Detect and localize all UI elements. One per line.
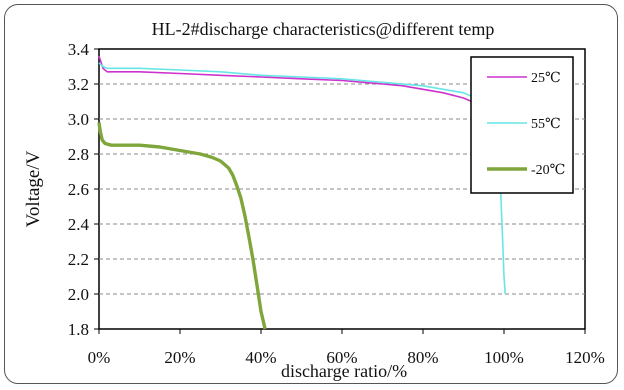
x-tick-label: 100% <box>484 348 524 367</box>
y-tick-label: 2.6 <box>68 180 89 199</box>
legend-label: -20℃ <box>531 163 565 178</box>
y-tick-label: 2.2 <box>68 250 89 269</box>
x-tick-label: 60% <box>326 348 357 367</box>
x-axis-ticks: 0% 20% 40% 60% 80% 100% 120% <box>88 329 605 367</box>
y-tick-label: 2.0 <box>68 285 89 304</box>
series-line <box>97 122 267 330</box>
legend: 25℃ 55℃ -20℃ <box>470 56 574 194</box>
legend-label: 55℃ <box>531 117 561 132</box>
series-line <box>98 55 472 103</box>
gridlines <box>99 83 585 295</box>
y-tick-label: 3.4 <box>68 40 90 59</box>
x-tick-label: 0% <box>88 348 111 367</box>
y-tick-label: 1.8 <box>68 320 89 339</box>
y-tick-label: 3.2 <box>68 75 89 94</box>
x-tick-label: 80% <box>407 348 438 367</box>
x-tick-label: 120% <box>565 348 605 367</box>
line-chart: HL-2#discharge characteristics@different… <box>23 19 605 381</box>
x-axis-label: discharge ratio/% <box>281 361 407 381</box>
y-axis-ticks: 1.8 2.0 2.2 2.4 2.6 2.8 3.0 3.2 3.4 <box>68 40 99 339</box>
chart-title: HL-2#discharge characteristics@different… <box>152 19 495 39</box>
legend-label: 25℃ <box>531 71 561 86</box>
chart-card: HL-2#discharge characteristics@different… <box>4 4 618 384</box>
x-tick-label: 40% <box>245 348 276 367</box>
y-tick-label: 2.8 <box>68 145 89 164</box>
y-tick-label: 3.0 <box>68 110 89 129</box>
y-tick-label: 2.4 <box>68 215 90 234</box>
x-tick-label: 20% <box>164 348 195 367</box>
y-axis-label: Voltage/V <box>23 150 44 227</box>
